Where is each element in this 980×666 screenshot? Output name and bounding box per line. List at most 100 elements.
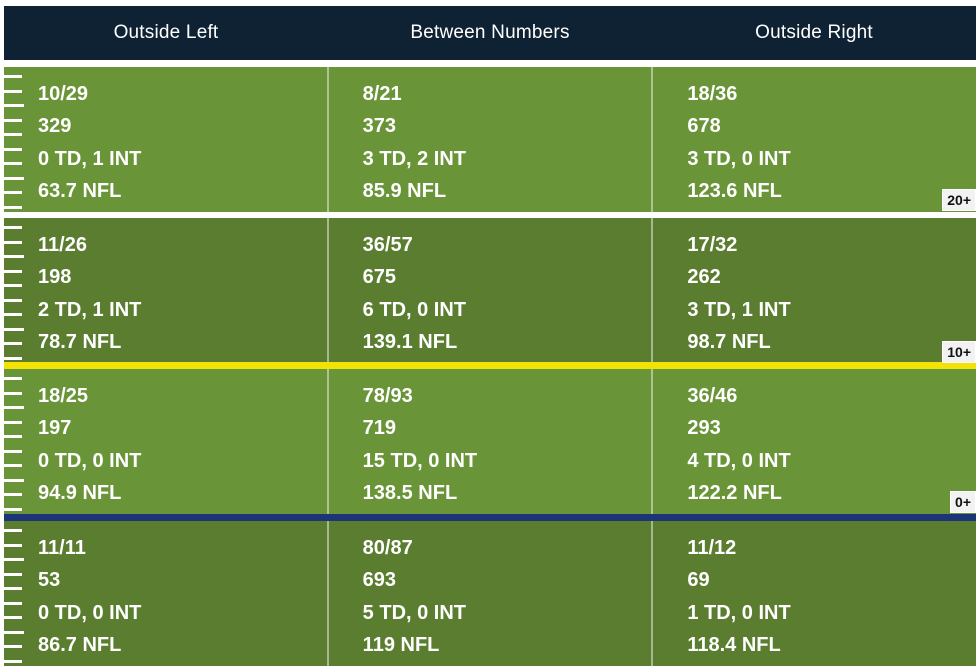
yard-hash-mark <box>4 298 22 302</box>
yard-hash-mark <box>4 406 24 409</box>
field-zone: 10/29 329 0 TD, 1 INT 63.7 NFL 8/21 373 3 TD, … <box>4 67 976 212</box>
column-header-between-numbers: Between Numbers <box>410 22 570 43</box>
yard-hash-mark <box>4 191 22 194</box>
stat-td-int: 5 TD, 0 INT <box>362 601 467 624</box>
yard-hash-mark <box>4 327 24 331</box>
stat-completions-attempts: 36/57 <box>362 234 413 256</box>
stat-passing-yards: 197 <box>38 417 72 440</box>
stat-td-int: 6 TD, 0 INT <box>362 298 467 321</box>
yard-hash-mark <box>4 133 22 136</box>
yard-hash-mark <box>4 226 22 229</box>
field-zone: 18/25 197 0 TD, 0 INT 94.9 NFL 78/93 719 15 TD… <box>4 369 976 514</box>
yard-hash-mark <box>4 507 22 511</box>
yard-hash-marks <box>4 369 24 514</box>
stat-passing-yards: 198 <box>38 266 72 289</box>
yard-hash-mark <box>4 449 22 453</box>
yard-hash-mark <box>4 464 22 467</box>
yard-hash-mark <box>4 284 22 287</box>
yard-hash-mark <box>4 205 22 209</box>
yard-hash-mark <box>4 269 22 273</box>
yard-hash-mark <box>4 659 22 663</box>
zone-cell-outside-left: 18/25 197 0 TD, 0 INT 94.9 NFL <box>4 369 327 514</box>
zone-cell-outside-right: 36/46 293 4 TD, 0 INT 122.2 NFL <box>651 369 976 514</box>
zone-cell-between-numbers: 78/93 719 15 TD, 0 INT 138.5 NFL <box>326 369 652 514</box>
zone-cell-outside-right: 11/12 69 1 TD, 0 INT 118.4 NFL <box>651 521 976 666</box>
zone-cell-between-numbers: 36/57 675 6 TD, 0 INT 139.1 NFL <box>326 218 652 363</box>
stat-passer-rating: 94.9 NFL <box>38 481 122 504</box>
field-zone: 11/11 53 0 TD, 0 INT 86.7 NFL 80/87 693 5 TD, … <box>4 521 976 666</box>
yard-hash-marks <box>4 521 24 666</box>
stat-completions-attempts: 11/12 <box>687 537 737 559</box>
stat-completions-attempts: 78/93 <box>362 385 413 407</box>
stat-passing-yards: 262 <box>687 266 721 289</box>
yard-hash-mark <box>4 558 24 561</box>
stat-completions-attempts: 18/25 <box>38 385 89 407</box>
column-header-outside-left: Outside Left <box>113 22 219 43</box>
zone-divider-line <box>4 362 976 369</box>
zone-cell-between-numbers: 8/21 373 3 TD, 2 INT 85.9 NFL <box>326 67 652 212</box>
stat-completions-attempts: 80/87 <box>362 537 413 559</box>
yard-hash-mark <box>4 645 22 648</box>
stat-completions-attempts: 11/26 <box>38 234 87 256</box>
stat-passer-rating: 86.7 NFL <box>38 633 122 656</box>
stat-passing-yards: 719 <box>362 417 397 440</box>
stat-passing-yards: 675 <box>362 266 397 289</box>
stat-completions-attempts: 18/36 <box>687 83 738 105</box>
yard-hash-mark <box>4 377 22 380</box>
stat-passing-yards: 373 <box>362 115 397 138</box>
zone-cell-outside-right: 17/32 262 3 TD, 1 INT 98.7 NFL <box>651 218 976 363</box>
stat-passer-rating: 118.4 NFL <box>687 633 781 656</box>
stat-passing-yards: 678 <box>687 115 721 138</box>
stat-td-int: 3 TD, 1 INT <box>687 298 791 321</box>
yard-hash-mark <box>4 356 22 360</box>
yard-hash-mark <box>4 616 22 619</box>
stat-passing-yards: 53 <box>38 569 61 592</box>
zone-cell-outside-left: 10/29 329 0 TD, 1 INT 63.7 NFL <box>4 67 327 212</box>
stat-passing-yards: 69 <box>687 569 710 592</box>
yard-hash-mark <box>4 391 22 395</box>
stat-td-int: 0 TD, 0 INT <box>38 601 142 624</box>
yard-zone-tag: 20+ <box>942 189 976 211</box>
stat-passer-rating: 85.9 NFL <box>362 179 447 202</box>
yard-hash-mark <box>4 572 22 576</box>
yard-hash-mark <box>4 240 22 244</box>
yard-hash-mark <box>4 587 22 590</box>
stat-completions-attempts: 8/21 <box>362 83 402 105</box>
zone-divider-line <box>4 212 976 218</box>
top-boundary-line <box>4 60 976 67</box>
zone-cell-between-numbers: 80/87 693 5 TD, 0 INT 119 NFL <box>326 521 652 666</box>
stat-passer-rating: 78.7 NFL <box>38 330 122 353</box>
stat-passing-yards: 293 <box>687 417 721 440</box>
stat-completions-attempts: 36/46 <box>687 385 738 407</box>
stat-td-int: 3 TD, 2 INT <box>362 147 467 170</box>
stat-passer-rating: 63.7 NFL <box>38 179 122 202</box>
stat-td-int: 0 TD, 0 INT <box>38 449 142 472</box>
yard-hash-mark <box>4 255 24 258</box>
stat-passer-rating: 119 NFL <box>362 633 440 656</box>
yard-hash-mark <box>4 89 22 93</box>
stat-completions-attempts: 11/11 <box>38 537 86 559</box>
yard-hash-mark <box>4 435 22 438</box>
yard-hash-mark <box>4 104 24 107</box>
stat-td-int: 15 TD, 0 INT <box>362 449 478 472</box>
stat-passer-rating: 123.6 NFL <box>687 179 782 202</box>
yard-hash-mark <box>4 529 22 532</box>
field-zone: 11/26 198 2 TD, 1 INT 78.7 NFL 36/57 675 6 TD,… <box>4 218 976 363</box>
stat-td-int: 1 TD, 0 INT <box>687 601 791 624</box>
stat-td-int: 3 TD, 0 INT <box>687 147 791 170</box>
yard-hash-mark <box>4 543 22 547</box>
yard-hash-mark <box>4 162 22 165</box>
stat-passer-rating: 122.2 NFL <box>687 481 782 504</box>
yard-hash-mark <box>4 493 22 496</box>
column-header-bar: Outside Left Between Numbers Outside Rig… <box>4 6 976 60</box>
yard-hash-mark <box>4 75 22 78</box>
yard-hash-mark <box>4 176 24 180</box>
zone-divider-line <box>4 514 976 521</box>
yard-hash-mark <box>4 118 22 122</box>
stat-passer-rating: 98.7 NFL <box>687 330 771 353</box>
stat-passer-rating: 138.5 NFL <box>362 481 458 504</box>
yard-hash-mark <box>4 147 22 151</box>
yard-hash-mark <box>4 478 24 482</box>
yard-hash-marks <box>4 67 24 212</box>
yard-hash-mark <box>4 601 22 605</box>
